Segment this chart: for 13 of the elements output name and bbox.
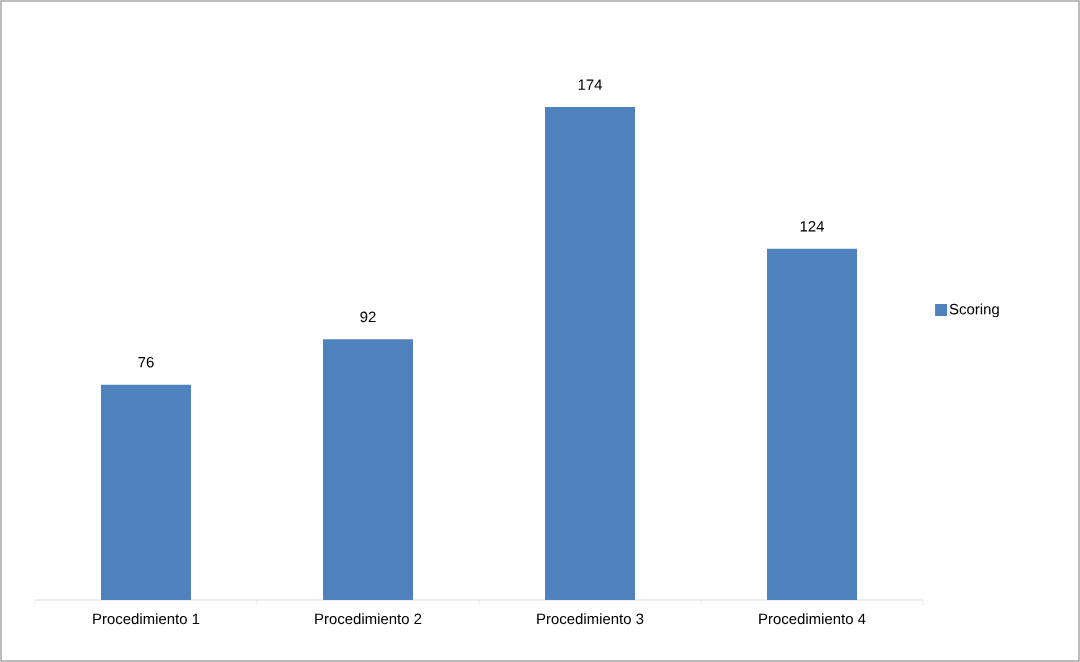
data-label: 92 — [360, 311, 376, 323]
x-tick-label: Procedimiento 3 — [537, 613, 644, 625]
x-tick-label: Procedimiento 4 — [759, 613, 866, 625]
data-label: 174 — [578, 79, 603, 90]
legend-label: Scoring — [949, 303, 999, 318]
data-label: 124 — [800, 221, 825, 232]
bar — [101, 384, 192, 600]
bar — [767, 248, 858, 600]
bar — [545, 106, 636, 600]
bar — [323, 339, 414, 600]
x-tick-label: Procedimiento 2 — [315, 613, 422, 625]
x-tick-label: Procedimiento 1 — [93, 613, 200, 625]
data-label: 76 — [138, 356, 154, 368]
